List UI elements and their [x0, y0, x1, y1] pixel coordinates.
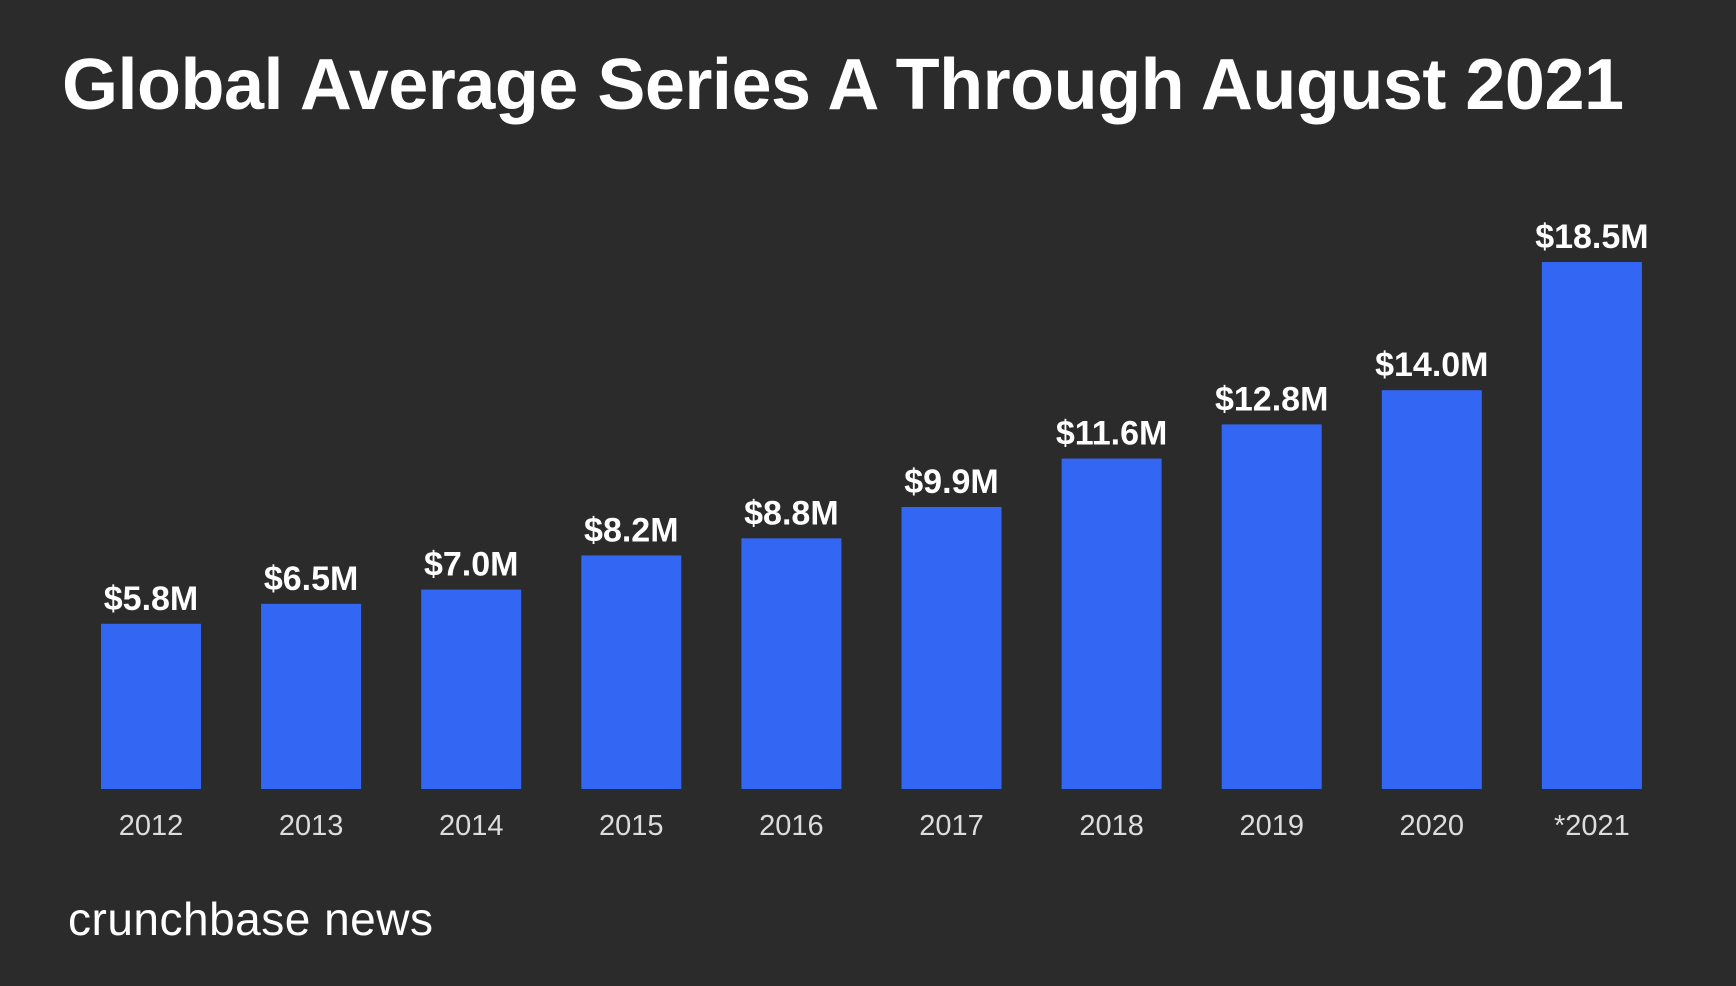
x-tick-label: 2013: [279, 810, 344, 842]
bar-2018: [1061, 458, 1162, 789]
value-label: $9.9M: [904, 463, 999, 501]
x-tick-label: 2014: [439, 810, 504, 842]
value-label: $18.5M: [1535, 218, 1648, 256]
value-label: $12.8M: [1215, 380, 1328, 418]
chart-title: Global Average Series A Through August 2…: [62, 45, 1624, 125]
bar-2015: [581, 555, 682, 789]
x-tick-label: 2020: [1400, 810, 1465, 842]
bar-2021: [1541, 262, 1642, 789]
value-label: $7.0M: [424, 546, 519, 584]
value-label: $14.0M: [1375, 346, 1488, 384]
value-label: $5.8M: [104, 580, 199, 618]
bar-2019: [1221, 424, 1322, 789]
bar-2020: [1381, 390, 1482, 789]
x-tick-label: 2012: [119, 810, 184, 842]
bar-2017: [901, 506, 1002, 789]
bar-2012: [101, 623, 201, 789]
x-tick-label: 2017: [919, 810, 984, 842]
x-tick-label: 2019: [1239, 810, 1304, 842]
value-label: $11.6M: [1056, 415, 1168, 453]
bar-2013: [261, 603, 362, 789]
x-tick-label: 2018: [1079, 810, 1144, 842]
x-tick-label: 2015: [599, 810, 664, 842]
value-label: $8.8M: [744, 494, 839, 532]
x-tick-label: 2016: [759, 810, 824, 842]
value-label: $6.5M: [264, 560, 359, 598]
crunchbase-news-logo: crunchbase news: [68, 893, 434, 945]
value-label: $8.2M: [584, 511, 679, 549]
x-tick-label: *2021: [1554, 810, 1630, 842]
bar-2016: [741, 538, 842, 789]
bar-2014: [421, 589, 522, 789]
